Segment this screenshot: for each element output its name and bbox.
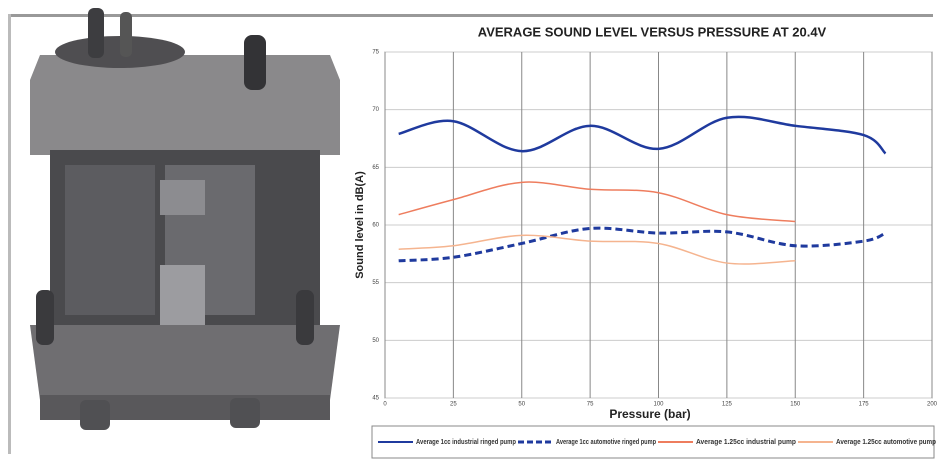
top-border	[8, 14, 933, 17]
x-tick-label: 75	[587, 402, 594, 408]
x-tick-label: 175	[859, 402, 870, 408]
legend-label: Average 1cc automotive ringed pump	[556, 439, 656, 446]
y-tick-label: 50	[372, 338, 379, 344]
legend-label: Average 1.25cc industrial pump	[696, 439, 796, 446]
pump-illustration	[30, 8, 340, 430]
x-axis-label: Pressure (bar)	[609, 407, 690, 421]
y-tick-label: 75	[372, 50, 379, 56]
x-tick-label: 0	[383, 402, 387, 408]
y-tick-label: 70	[372, 107, 379, 113]
left-border	[8, 14, 11, 454]
series-line	[398, 181, 796, 223]
series-line	[398, 234, 796, 265]
legend-label: Average 1cc industrial ringed pump	[416, 439, 516, 446]
x-tick-label: 50	[518, 402, 525, 408]
x-tick-label: 200	[927, 402, 938, 408]
y-tick-label: 45	[372, 396, 379, 402]
y-tick-label: 60	[372, 223, 379, 229]
series-line	[398, 226, 887, 263]
legend-label: Average 1.25cc automotive pump	[836, 439, 936, 446]
y-tick-label: 65	[372, 165, 379, 171]
x-tick-label: 125	[722, 402, 733, 408]
chart-title: AVERAGE SOUND LEVEL VERSUS PRESSURE AT 2…	[478, 24, 827, 39]
x-tick-label: 100	[653, 402, 664, 408]
series-line	[398, 115, 887, 155]
legend-box	[371, 425, 935, 459]
y-axis-label: Sound level in dB(A)	[354, 171, 366, 279]
y-tick-label: 55	[372, 280, 379, 286]
x-tick-label: 25	[450, 402, 457, 408]
x-tick-label: 150	[790, 402, 801, 408]
